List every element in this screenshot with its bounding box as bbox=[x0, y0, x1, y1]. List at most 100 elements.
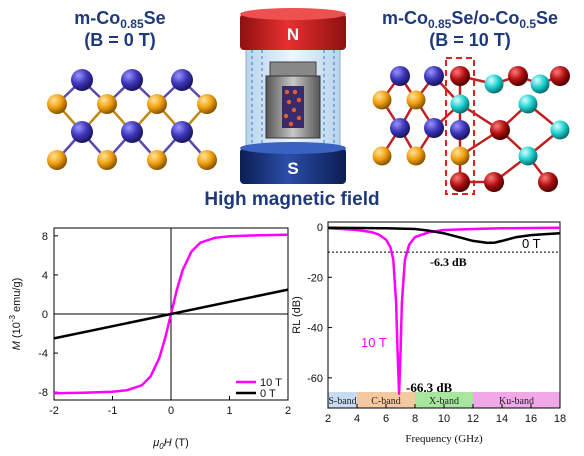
crystal-atom bbox=[390, 118, 410, 138]
x-tick-label: -1 bbox=[108, 405, 118, 417]
crystal-atom bbox=[390, 66, 410, 86]
chart-a-xlabel: μ0H (T) bbox=[152, 437, 189, 451]
crystal-atom bbox=[424, 66, 444, 86]
crystal-atom bbox=[450, 120, 470, 140]
x-tick-label: 2 bbox=[325, 413, 331, 425]
magnetization-chart: -2 -1 0 1 2 -8 -4 0 4 8 M (10-3 emu/g) μ0H (T) 10… bbox=[8, 227, 291, 451]
right-structure-title: m-Co0.85Se/o-Co0.5Se bbox=[382, 8, 558, 31]
crystal-atom bbox=[97, 150, 117, 170]
chart-b-ylabel: RL (dB) bbox=[291, 296, 303, 334]
x-tick-label: 18 bbox=[554, 413, 566, 425]
annotation-10t: 10 T bbox=[361, 335, 387, 350]
north-pole bbox=[240, 14, 346, 50]
y-tick-label: 8 bbox=[42, 231, 48, 243]
crystal-atom bbox=[372, 90, 392, 110]
x-tick-label: 14 bbox=[496, 413, 508, 425]
x-tick-label: -2 bbox=[49, 405, 59, 417]
crystal-atom bbox=[171, 121, 193, 143]
crystal-atom bbox=[530, 74, 550, 94]
y-tick-label: -8 bbox=[38, 387, 48, 399]
reflection-loss-chart: S-band C-band X-band Ku-band 2 4 6 8 10 12 14 16 18… bbox=[291, 221, 566, 445]
south-label: S bbox=[287, 159, 298, 178]
x-tick-label: 1 bbox=[226, 405, 232, 417]
crystal-atom bbox=[147, 94, 167, 114]
annotation-0t: 0 T bbox=[522, 236, 541, 251]
crystal-atom bbox=[171, 69, 193, 91]
y-tick-label: 0 bbox=[317, 222, 323, 234]
left-crystal-structure bbox=[47, 69, 217, 170]
crystal-atom bbox=[372, 146, 392, 166]
band-label: C-band bbox=[371, 396, 400, 407]
sample-holder-top bbox=[269, 61, 317, 77]
crystal-atom bbox=[450, 172, 470, 192]
crystal-atom bbox=[484, 74, 504, 94]
south-pole bbox=[240, 148, 346, 184]
annotation-min-0t: -6.3 dB bbox=[430, 255, 467, 269]
band-region bbox=[357, 392, 415, 408]
legend-label-0t: 0 T bbox=[260, 388, 276, 400]
crystal-atom bbox=[450, 66, 470, 86]
x-tick-label: 10 bbox=[438, 413, 450, 425]
north-pole-top bbox=[240, 8, 346, 20]
left-structure-title: m-Co0.85Se bbox=[74, 8, 165, 31]
caption-high-magnetic-field: High magnetic field bbox=[204, 189, 379, 210]
crystal-atom bbox=[490, 120, 510, 140]
crystal-atom bbox=[550, 66, 570, 86]
magnet-illustration: N S bbox=[240, 8, 346, 184]
annotation-min-10t: -66.3 dB bbox=[406, 380, 453, 395]
crystal-atom bbox=[197, 94, 217, 114]
crystal-atom bbox=[121, 69, 143, 91]
crystal-atom bbox=[406, 90, 426, 110]
crystal-atom bbox=[147, 150, 167, 170]
rl-series-line-10t bbox=[327, 226, 561, 395]
band-label: S-band bbox=[328, 396, 356, 407]
legend-label-10t: 10 T bbox=[260, 377, 282, 389]
right-field-label: (B = 10 T) bbox=[429, 30, 511, 50]
crystal-atom bbox=[508, 66, 528, 86]
y-tick-label: -60 bbox=[307, 373, 323, 385]
crystal-atom bbox=[424, 118, 444, 138]
crystal-atom bbox=[71, 69, 93, 91]
crystal-atom bbox=[484, 172, 504, 192]
north-label: N bbox=[287, 25, 299, 44]
band-label: Ku-band bbox=[499, 396, 534, 407]
series-line-0t bbox=[53, 288, 289, 340]
highlight-box bbox=[445, 57, 475, 195]
crystal-atom bbox=[47, 94, 67, 114]
crystal-atom bbox=[47, 150, 67, 170]
y-tick-label: -40 bbox=[307, 323, 323, 335]
y-tick-label: 4 bbox=[42, 270, 48, 282]
crystal-atom bbox=[121, 121, 143, 143]
crystal-atom bbox=[450, 94, 470, 114]
x-tick-label: 4 bbox=[354, 413, 360, 425]
south-pole-top bbox=[240, 142, 346, 154]
crystal-atom bbox=[518, 146, 538, 166]
rl-series-line-0t bbox=[327, 226, 561, 245]
y-tick-label: -4 bbox=[38, 348, 48, 360]
y-tick-label: 0 bbox=[42, 309, 48, 321]
chart-a-ylabel: M (10-3 emu/g) bbox=[8, 278, 23, 351]
band-region bbox=[328, 392, 357, 408]
crystal-atom bbox=[550, 120, 570, 140]
x-tick-label: 16 bbox=[525, 413, 537, 425]
y-tick-label: -20 bbox=[307, 272, 323, 284]
x-tick-label: 2 bbox=[285, 405, 291, 417]
left-field-label: (B = 0 T) bbox=[84, 30, 156, 50]
right-crystal-structure bbox=[372, 66, 570, 192]
sample-dots bbox=[283, 89, 302, 127]
x-tick-label: 0 bbox=[168, 405, 174, 417]
crystal-atom bbox=[71, 121, 93, 143]
band-region bbox=[473, 392, 560, 408]
chart-b-xlabel: Frequency (GHz) bbox=[405, 433, 483, 445]
band-region bbox=[415, 392, 473, 408]
x-tick-label: 8 bbox=[412, 413, 418, 425]
x-tick-label: 6 bbox=[383, 413, 389, 425]
chart-a-legend: 10 T 0 T bbox=[236, 377, 282, 400]
band-label: X-band bbox=[429, 396, 459, 407]
crystal-atom bbox=[518, 94, 538, 114]
crystal-atom bbox=[406, 146, 426, 166]
x-tick-label: 12 bbox=[467, 413, 479, 425]
crystal-atom bbox=[197, 150, 217, 170]
